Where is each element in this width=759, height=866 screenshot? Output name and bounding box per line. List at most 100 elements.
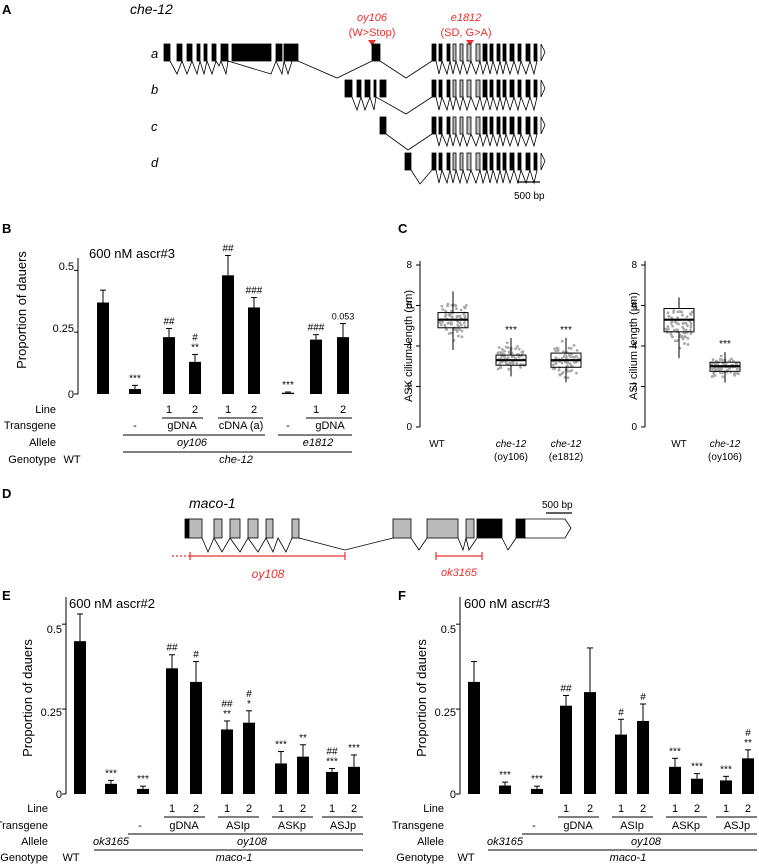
chart-marks: ***##**######***###0.053******###**## *#*… <box>62 244 754 795</box>
panel-e-allele-value: oy108 <box>237 836 268 848</box>
panel-c-ask-data-point <box>457 324 460 328</box>
panel-c-asi-data-point <box>670 320 674 324</box>
panel-c-asi-y-tick-label: 2 <box>631 382 637 393</box>
panel-c-asi-y-tick-label: 4 <box>631 341 637 352</box>
panel-e-significance-label: # <box>246 689 252 700</box>
panel-e-significance-label: ## <box>221 699 233 710</box>
panel-c-asi-data-point <box>735 367 739 371</box>
panel-e-bar <box>326 771 338 794</box>
isoform-d-gene-model <box>404 152 546 185</box>
panel-b-transgene-row-label: Transgene <box>4 420 56 432</box>
panel-f-genotype-value: maco-1 <box>610 852 647 864</box>
panel-b-bar <box>222 275 234 394</box>
panel-b-transgene-value: gDNA <box>315 420 345 432</box>
panel-c-asi-data-point <box>688 328 692 332</box>
panel-f-ytick-05: 0.5 <box>441 624 456 636</box>
panel-e-line-value: 2 <box>300 803 306 815</box>
panel-e-genotype-table: Line Transgene Allele Genotype 1 2 1 2 1… <box>0 803 363 864</box>
panel-f-significance-label: *** <box>691 762 703 773</box>
panel-c-ask-data-point <box>506 346 510 350</box>
panel-e-ytick-025: 0.25 <box>41 707 62 719</box>
panel-b-significance-label: ### <box>308 323 325 334</box>
panel-f-bar <box>691 778 703 794</box>
panel-c-ask-data-point <box>450 309 453 313</box>
panel-c-asi-data-point <box>670 335 674 338</box>
panel-c-asi-data-point <box>671 324 674 328</box>
panel-b-significance-label: *** <box>129 373 141 384</box>
panel-f-transgene-value: gDNA <box>563 820 593 832</box>
panel-c-asi-data-point <box>669 332 673 336</box>
panel-c-asi-data-point <box>673 339 677 343</box>
ask-group-sublabel: (oy106) <box>494 452 528 463</box>
panel-c-asi-data-point <box>676 339 679 342</box>
panel-c-ask-data-point <box>566 376 570 380</box>
panel-c-asi-data-point <box>685 315 689 319</box>
panel-e-allele-row-label: Allele <box>21 836 48 848</box>
panel-c-ask-data-point <box>441 308 445 311</box>
panel-f-bar <box>531 788 543 794</box>
panel-c-asi-data-point <box>680 310 683 314</box>
panel-e-genotype-row-label: Genotype <box>0 852 48 864</box>
panel-f-line-value: 1 <box>563 803 569 815</box>
panel-c-ask-data-point <box>450 331 453 335</box>
panel-c-ask-data-point <box>517 355 521 359</box>
panel-f-genotype-table: Line Transgene Allele Genotype 1 2 1 2 1… <box>392 803 757 864</box>
panel-f-bar <box>742 758 754 794</box>
panel-f-transgene-value: ASJp <box>724 820 750 832</box>
panel-b-transgene-value: gDNA <box>167 420 197 432</box>
panel-c-ask-data-point <box>439 323 443 327</box>
panel-e-genotype-value: WT <box>62 852 79 864</box>
panel-c-asi-data-point <box>734 362 738 365</box>
panel-c-ask-y-tick-label: 8 <box>406 260 412 271</box>
panel-c-ask-data-point <box>464 303 468 307</box>
panel-e-bar <box>221 729 233 794</box>
panel-c-ask-data-point <box>562 350 565 354</box>
panel-c-asi-y-tick-label: 0 <box>631 422 637 433</box>
panel-f-significance-label: # <box>618 707 624 718</box>
panel-e-genotype-value: maco-1 <box>216 852 253 864</box>
panel-c-ask-data-point <box>440 304 444 308</box>
panel-b-ytick-025: 0.25 <box>53 323 74 335</box>
panel-b-line-value: 2 <box>192 404 198 416</box>
panel-c-asi-data-point <box>713 362 717 366</box>
panel-c-ask-significance-label: *** <box>560 325 572 336</box>
panel-c-ask-data-point <box>515 361 519 365</box>
isoform-b-label: b <box>151 82 158 97</box>
panel-c-ask-data-point <box>568 370 572 373</box>
panel-f-line-value: 2 <box>694 803 700 815</box>
panel-c-ask-data-point <box>462 321 466 325</box>
panel-f-genotype-row-label: Genotype <box>396 852 444 864</box>
panel-c-asi-data-point <box>735 372 739 375</box>
panel-f-allele-value: ok3165 <box>487 836 524 848</box>
panel-c-asi-data-point <box>667 327 670 331</box>
panel-b-bar <box>248 307 260 394</box>
panel-c-ask-data-point <box>553 367 557 371</box>
panel-b-line-value: 2 <box>251 404 257 416</box>
panel-f-significance-label: *** <box>720 764 732 775</box>
panel-e: E 600 nM ascr#2 Proportion of dauers 0 0… <box>0 588 363 864</box>
panel-b-label: B <box>2 221 11 236</box>
panel-e-bar <box>166 668 178 794</box>
panel-b-line-value: 1 <box>313 404 319 416</box>
panel-e-significance-label: *** <box>275 740 287 751</box>
panel-f-significance-label: *** <box>499 770 511 781</box>
panel-e-transgene-value: gDNA <box>169 820 199 832</box>
panel-f-significance-label: # <box>745 728 751 739</box>
panel-d: D maco-1 500 bp oy108 <box>2 486 573 581</box>
panel-c-ask-data-point <box>558 373 562 377</box>
panel-f-bar <box>468 681 480 794</box>
panel-c-ask-data-point <box>499 352 503 355</box>
panel-c-ask-data-point <box>575 349 579 352</box>
panel-f-line-value: 1 <box>672 803 678 815</box>
ok3165-deletion-label: ok3165 <box>441 567 478 579</box>
panel-e-significance-label: *** <box>137 774 149 785</box>
che12-scale-label: 500 bp <box>514 191 545 202</box>
panel-c-asi-data-point <box>712 373 716 377</box>
panel-f-significance-label: ** <box>744 738 752 749</box>
panel-e-bar <box>105 783 117 794</box>
panel-c-asi-data-point <box>732 372 736 376</box>
panel-c-ask-data-point <box>457 334 460 338</box>
panel-c-ask-data-point <box>454 303 457 307</box>
e1812-mutation-name: e1812 <box>451 12 482 24</box>
panel-b-significance-label: # <box>192 332 198 343</box>
